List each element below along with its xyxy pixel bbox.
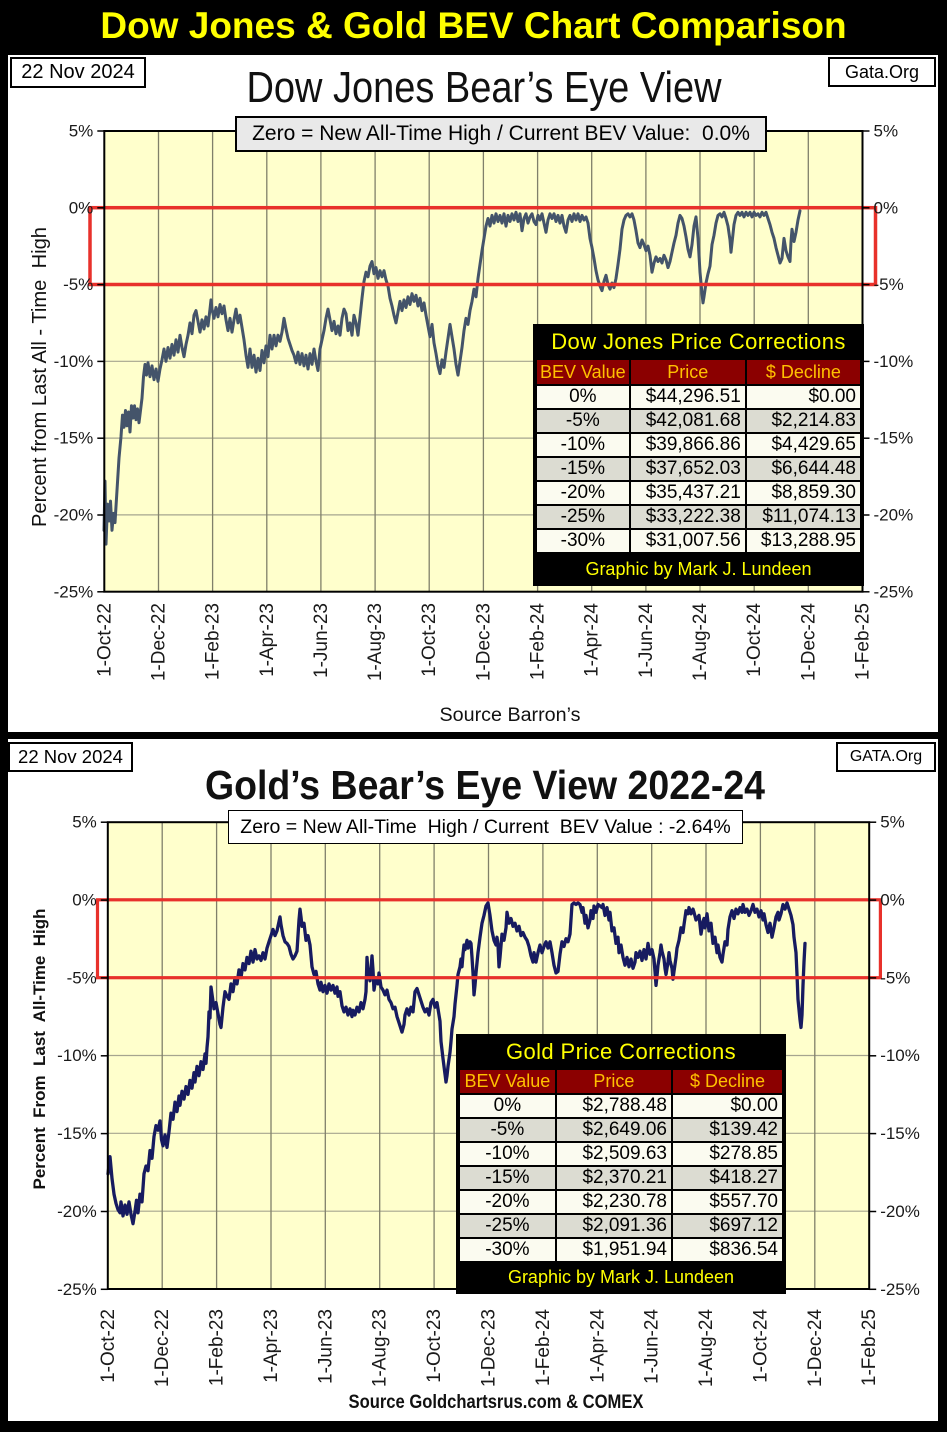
svg-text:1-Oct-24: 1-Oct-24 — [750, 1309, 771, 1383]
svg-text:1-Apr-23: 1-Apr-23 — [261, 1309, 282, 1383]
svg-text:1-Aug-23: 1-Aug-23 — [365, 603, 386, 681]
svg-text:-20%: -20% — [57, 1202, 97, 1221]
svg-text:1-Apr-23: 1-Apr-23 — [257, 603, 278, 677]
svg-text:-5%: -5% — [874, 275, 904, 294]
svg-text:Source Goldchartsrus.com & COM: Source Goldchartsrus.com & COMEX — [349, 1391, 644, 1413]
svg-text:1-Feb-24: 1-Feb-24 — [528, 603, 549, 681]
svg-text:5%: 5% — [69, 122, 94, 141]
svg-text:1-Feb-25: 1-Feb-25 — [859, 1309, 880, 1386]
svg-text:-25%: -25% — [874, 582, 914, 601]
svg-text:1-Dec-23: 1-Dec-23 — [479, 1309, 500, 1387]
svg-text:1-Oct-24: 1-Oct-24 — [744, 603, 765, 677]
svg-text:1-Dec-22: 1-Dec-22 — [149, 603, 170, 681]
svg-text:-5%: -5% — [67, 968, 97, 987]
svg-text:0%: 0% — [69, 198, 94, 217]
svg-text:Gold’s Bear’s Eye View 2022-24: Gold’s Bear’s Eye View 2022-24 — [205, 762, 765, 808]
svg-text:-10%: -10% — [874, 352, 914, 371]
svg-text:1-Oct-22: 1-Oct-22 — [94, 603, 115, 677]
svg-text:1-Oct-22: 1-Oct-22 — [98, 1309, 119, 1383]
svg-text:1-Feb-24: 1-Feb-24 — [533, 1309, 554, 1387]
svg-text:5%: 5% — [874, 122, 899, 141]
svg-text:-10%: -10% — [880, 1046, 920, 1065]
svg-text:1-Oct-23: 1-Oct-23 — [424, 1309, 445, 1383]
svg-text:-20%: -20% — [54, 506, 94, 525]
svg-text:-5%: -5% — [63, 275, 93, 294]
svg-text:1-Jun-23: 1-Jun-23 — [311, 603, 332, 678]
svg-text:1-Jun-23: 1-Jun-23 — [315, 1309, 336, 1384]
svg-text:-25%: -25% — [57, 1280, 97, 1299]
svg-text:1-Aug-23: 1-Aug-23 — [370, 1309, 391, 1387]
svg-text:1-Jun-24: 1-Jun-24 — [642, 1309, 663, 1384]
svg-text:1-Apr-24: 1-Apr-24 — [582, 603, 603, 677]
svg-text:-25%: -25% — [54, 582, 94, 601]
svg-text:1-Dec-23: 1-Dec-23 — [473, 603, 494, 681]
svg-text:0%: 0% — [880, 891, 905, 910]
svg-text:1-Dec-22: 1-Dec-22 — [152, 1309, 173, 1387]
svg-text:Percent from Last All - Time: Percent from Last All - Time High — [29, 227, 51, 527]
svg-text:1-Dec-24: 1-Dec-24 — [798, 603, 819, 682]
svg-text:1-Aug-24: 1-Aug-24 — [696, 1309, 717, 1388]
svg-text:1-Feb-25: 1-Feb-25 — [853, 603, 874, 680]
svg-text:-15%: -15% — [57, 1124, 97, 1143]
svg-text:5%: 5% — [880, 813, 905, 832]
svg-text:1-Dec-24: 1-Dec-24 — [805, 1309, 826, 1388]
svg-text:0%: 0% — [874, 198, 899, 217]
svg-text:1-Feb-23: 1-Feb-23 — [207, 1309, 228, 1386]
svg-text:-5%: -5% — [880, 968, 910, 987]
svg-text:1-Aug-24: 1-Aug-24 — [690, 603, 711, 682]
svg-text:1-Oct-23: 1-Oct-23 — [419, 603, 440, 677]
svg-text:1-Apr-24: 1-Apr-24 — [587, 1309, 608, 1383]
svg-text:-20%: -20% — [880, 1202, 920, 1221]
svg-text:0%: 0% — [72, 891, 97, 910]
svg-text:1-Jun-24: 1-Jun-24 — [636, 603, 657, 678]
svg-text:Percent From Last All-Time: Percent From Last All-Time High — [30, 909, 49, 1190]
svg-text:-10%: -10% — [57, 1046, 97, 1065]
svg-text:-15%: -15% — [54, 429, 94, 448]
svg-text:-15%: -15% — [880, 1124, 920, 1143]
svg-text:-25%: -25% — [880, 1280, 920, 1299]
svg-text:1-Feb-23: 1-Feb-23 — [203, 603, 224, 680]
svg-text:Dow Jones Bear’s Eye View: Dow Jones Bear’s Eye View — [247, 63, 722, 112]
svg-text:-20%: -20% — [874, 506, 914, 525]
svg-text:Source Barron’s: Source Barron’s — [440, 705, 581, 726]
svg-text:5%: 5% — [72, 813, 97, 832]
svg-text:-10%: -10% — [54, 352, 94, 371]
svg-text:-15%: -15% — [874, 429, 914, 448]
